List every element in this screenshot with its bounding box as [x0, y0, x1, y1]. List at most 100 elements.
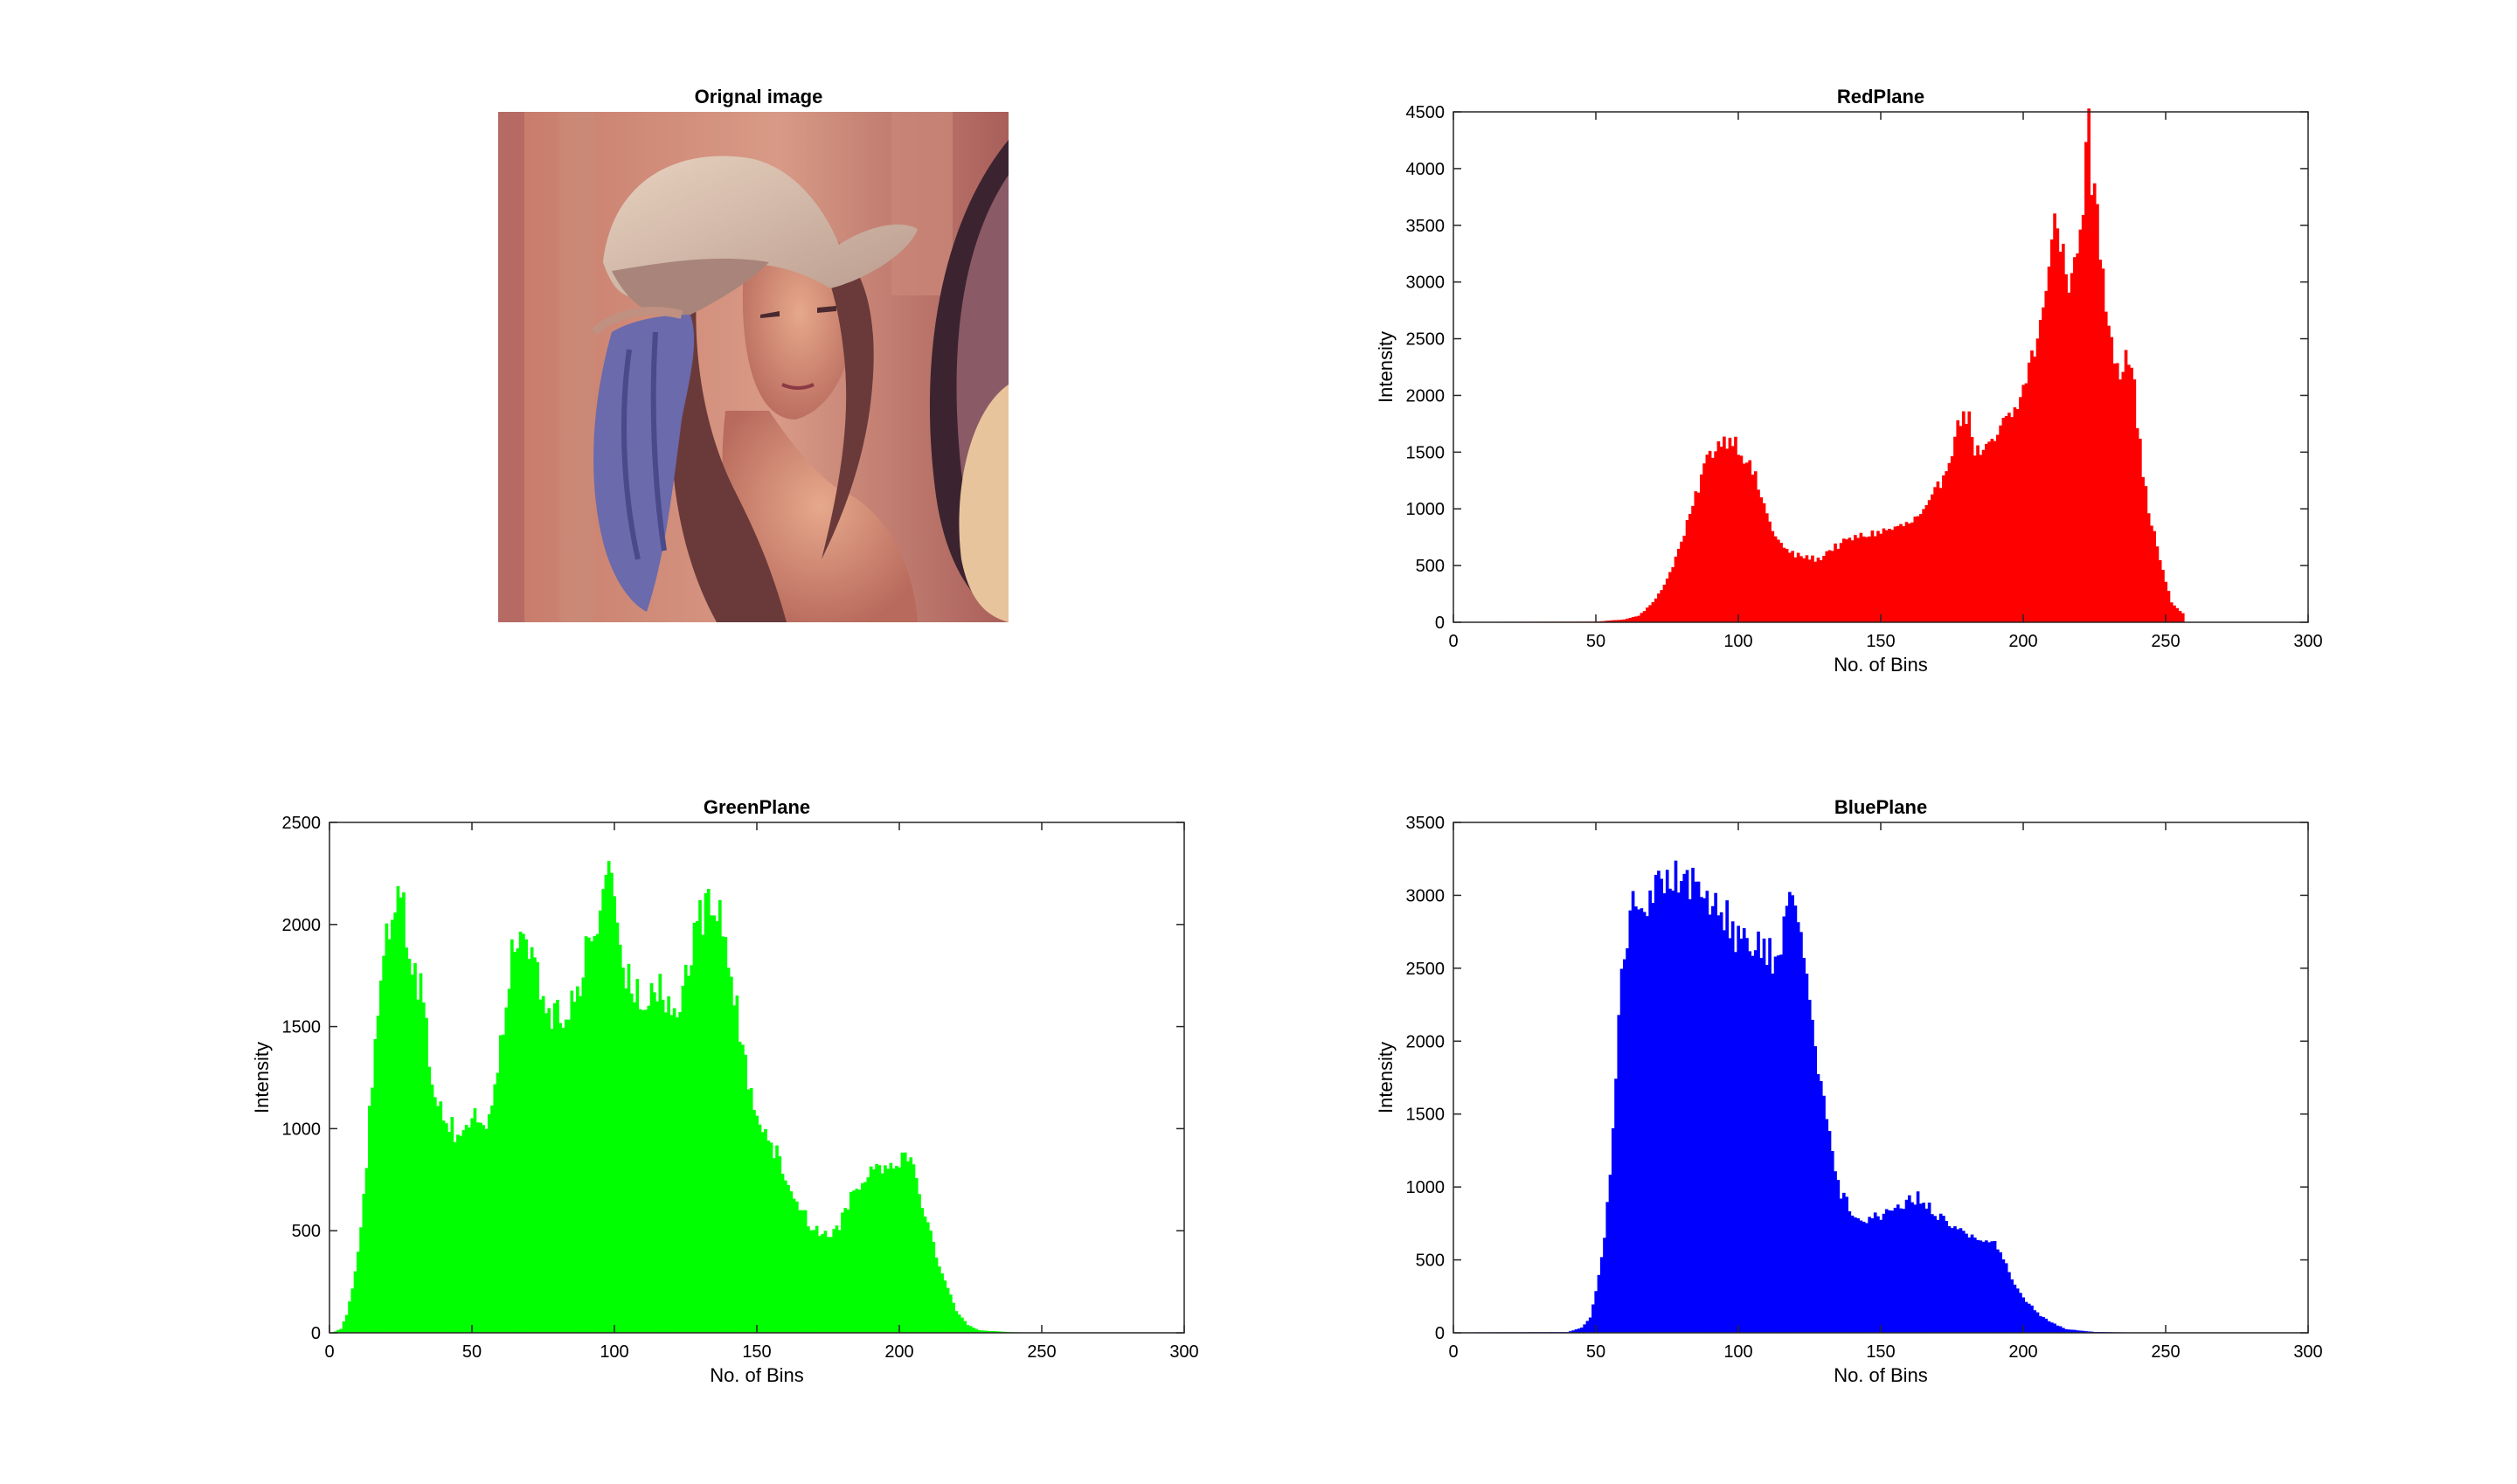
histogram-bar — [880, 1173, 884, 1333]
histogram-bar — [1976, 445, 1980, 622]
histogram-bar — [1827, 1131, 1832, 1333]
histogram-bar — [1699, 897, 1703, 1333]
histogram-bar — [575, 986, 579, 1333]
histogram-bar — [2096, 204, 2099, 622]
histogram-bar — [1793, 905, 1798, 1333]
histogram-bar — [926, 1222, 930, 1333]
histogram-bar — [427, 1066, 432, 1333]
histogram-bar — [1942, 475, 1945, 622]
x-tick-label: 300 — [2293, 1342, 2322, 1362]
histogram-bar — [1996, 1249, 2000, 1333]
histogram-bar — [1836, 1180, 1841, 1333]
histogram-bar — [1631, 616, 1635, 622]
histogram-bar — [1845, 539, 1848, 622]
histogram-bar — [353, 1271, 357, 1333]
histogram-bar — [1970, 1234, 1974, 1333]
histogram-bar — [2042, 307, 2045, 622]
original-photo — [498, 112, 1009, 622]
histogram-bar — [2076, 1330, 2079, 1333]
histogram-bar — [570, 990, 574, 1333]
histogram-bar — [635, 979, 640, 1333]
histogram-bar — [1796, 552, 1800, 622]
histogram-bar — [1919, 1203, 1923, 1333]
histogram-bar — [1825, 1119, 1829, 1333]
histogram-bar — [849, 1191, 853, 1333]
histogram-bar — [484, 1128, 489, 1333]
histogram-bar — [1765, 965, 1769, 1333]
histogram-bar — [1617, 1015, 1621, 1333]
bars — [1454, 860, 2182, 1333]
histogram-bar — [841, 1212, 844, 1333]
histogram-bar — [1950, 1228, 1954, 1333]
histogram-bar — [692, 922, 697, 1333]
histogram-bar — [755, 1115, 759, 1333]
histogram-bar — [1953, 1226, 1957, 1333]
histogram-bar — [912, 1164, 916, 1333]
histogram-bar — [843, 1208, 848, 1333]
histogram-bar — [587, 937, 591, 1333]
histogram-bar — [1617, 620, 1621, 622]
histogram-bar — [1583, 1324, 1586, 1333]
histogram-bar — [1888, 529, 1891, 622]
histogram-bar — [1984, 1240, 1988, 1333]
histogram-bar — [339, 1328, 343, 1333]
histogram-bar — [2070, 273, 2074, 622]
histogram-bar — [815, 1225, 819, 1333]
histogram-bar — [2146, 513, 2151, 622]
histogram-bar — [895, 1165, 898, 1333]
histogram-bar — [940, 1273, 944, 1333]
histogram-bar — [2027, 362, 2031, 622]
histogram-bar — [1737, 454, 1741, 622]
histogram-bar — [567, 1019, 571, 1333]
histogram-bar — [1862, 536, 1866, 622]
histogram-bar — [1888, 1210, 1891, 1333]
histogram-bar — [1907, 524, 1911, 622]
histogram-bar — [1785, 905, 1789, 1333]
histogram-bar — [909, 1157, 913, 1333]
histogram-bar — [1836, 548, 1841, 622]
histogram-bar — [2132, 379, 2137, 622]
bars — [333, 861, 1056, 1333]
histogram-bar — [766, 1141, 771, 1333]
histogram-bar — [1737, 926, 1741, 1333]
histogram-bar — [1771, 530, 1775, 622]
histogram-bar — [385, 923, 389, 1333]
histogram-bar — [618, 945, 622, 1333]
histogram-bar — [764, 1128, 767, 1333]
histogram-bar — [2121, 371, 2125, 622]
y-tick-label: 3500 — [1406, 814, 1446, 833]
histogram-bar — [1922, 1203, 1925, 1333]
histogram-bar — [1626, 948, 1629, 1333]
x-tick-label: 50 — [1586, 1342, 1605, 1362]
histogram-bar — [584, 936, 588, 1333]
histogram-bar — [1688, 514, 1692, 622]
histogram-bar — [730, 976, 733, 1333]
y-tick-label: 1500 — [1406, 443, 1446, 462]
x-tick-label: 150 — [1866, 632, 1895, 651]
histogram-bar — [1976, 1239, 1980, 1333]
x-axis-label: No. of Bins — [1834, 654, 1928, 676]
histogram-bar — [735, 995, 739, 1333]
histogram-bar — [2175, 607, 2180, 622]
x-tick-label: 300 — [1169, 1342, 1198, 1362]
y-tick-label: 3000 — [1406, 886, 1446, 905]
histogram-bar — [1799, 556, 1803, 622]
histogram-bar — [498, 1035, 503, 1333]
histogram-bar — [1802, 957, 1806, 1333]
histogram-bar — [1699, 474, 1703, 622]
histogram-bar — [2013, 1284, 2017, 1333]
histogram-bar — [818, 1236, 822, 1333]
histogram-bar — [1716, 915, 1721, 1333]
histogram-bar — [413, 963, 417, 1333]
histogram-bar — [579, 995, 582, 1333]
histogram-bar — [983, 1330, 987, 1333]
histogram-bar — [1646, 916, 1649, 1333]
histogram-bar — [2115, 363, 2119, 622]
histogram-bar — [2044, 290, 2049, 622]
histogram-bar — [1597, 1274, 1601, 1333]
histogram-bar — [991, 1331, 995, 1333]
histogram-bar — [1648, 605, 1652, 622]
histogram-bar — [629, 993, 634, 1333]
histogram-bar — [683, 964, 688, 1333]
histogram-bar — [364, 1168, 369, 1333]
